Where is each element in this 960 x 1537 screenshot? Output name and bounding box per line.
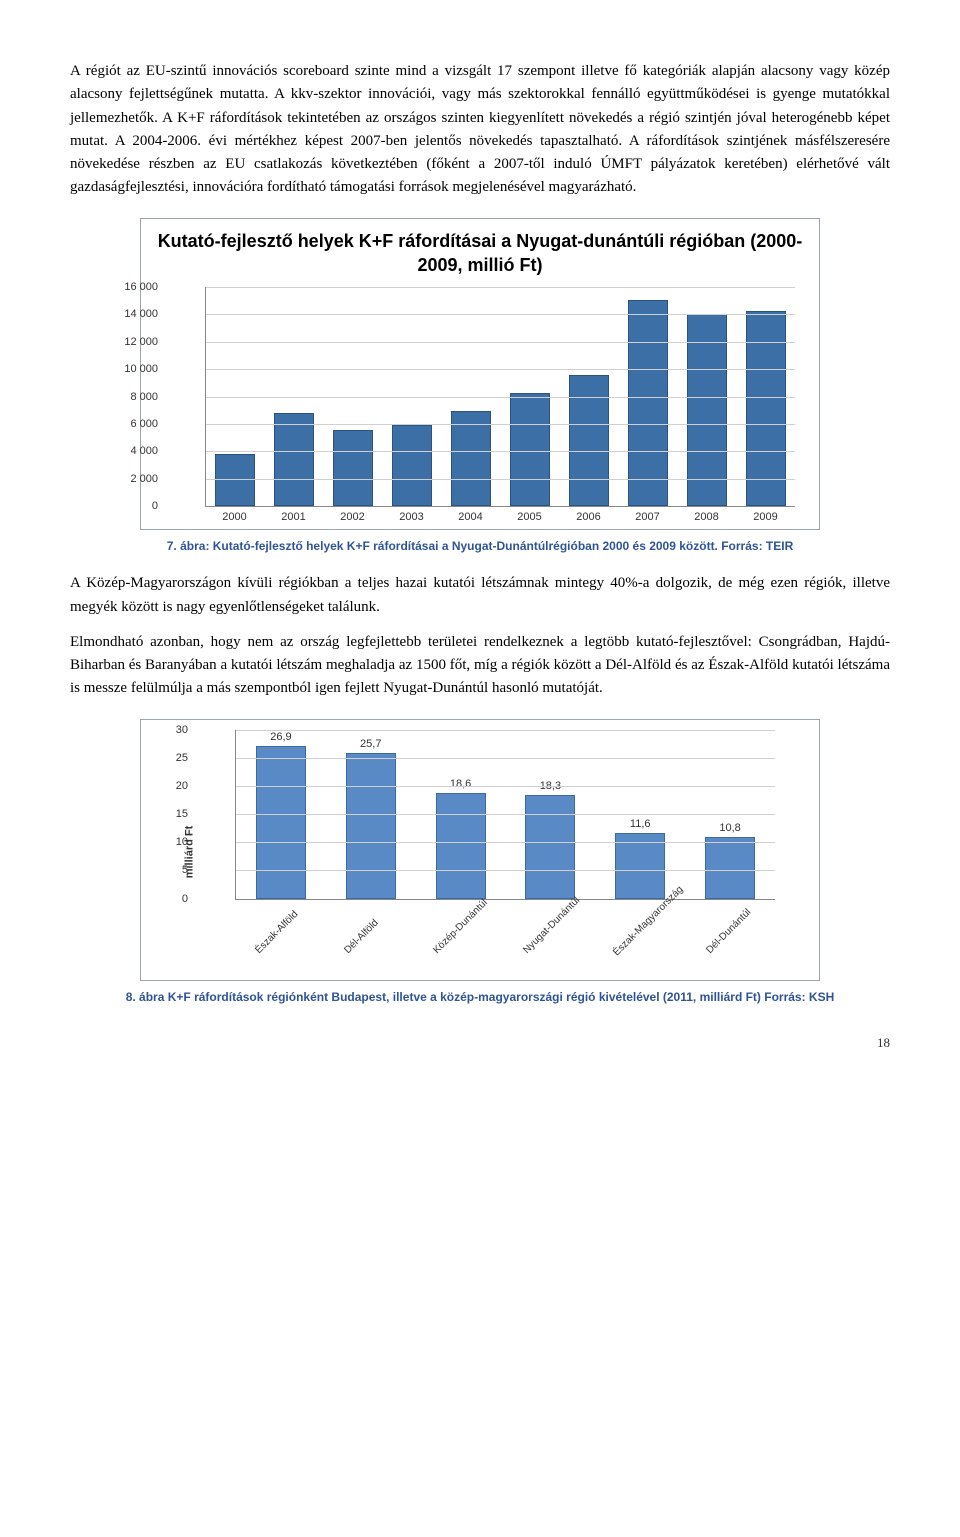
- chart-1-plot: 02 0004 0006 0008 00010 00012 00014 0001…: [205, 287, 795, 507]
- chart-1-bar: [569, 375, 609, 506]
- chart-1-bar: [510, 393, 550, 506]
- chart-2-y-tick: 0: [182, 893, 188, 905]
- page-number: 18: [70, 1035, 890, 1051]
- chart-2-bar-value: 11,6: [630, 818, 651, 830]
- chart-1-x-tick: 2006: [559, 511, 618, 523]
- chart-1-x-tick: 2000: [205, 511, 264, 523]
- chart-1-bar: [274, 413, 314, 507]
- chart-2-y-tick: 30: [176, 724, 188, 736]
- chart-2-y-tick: 25: [176, 752, 188, 764]
- chart-1-bar: [628, 300, 668, 506]
- chart-2-bar: [346, 753, 396, 899]
- chart-1-x-tick: 2004: [441, 511, 500, 523]
- chart-1-x-tick: 2009: [736, 511, 795, 523]
- chart-1-bar: [746, 311, 786, 506]
- chart-2-y-tick: 15: [176, 808, 188, 820]
- chart-2-x-tick: Nyugat-Dunántúl: [521, 885, 634, 998]
- chart-1-bar: [333, 430, 373, 506]
- chart-1-bar: [451, 411, 491, 506]
- chart-1-y-tick: 0: [152, 500, 158, 512]
- chart-1-y-tick: 8 000: [130, 391, 158, 403]
- chart-1-y-tick: 14 000: [124, 308, 158, 320]
- chart-2-y-tick: 5: [182, 864, 188, 876]
- chart-1-y-tick: 10 000: [124, 363, 158, 375]
- chart-2-bar-value: 10,8: [719, 822, 740, 834]
- chart-1-x-tick: 2001: [264, 511, 323, 523]
- chart-1-bar: [392, 425, 432, 506]
- chart-2-plot: 051015202530 26,925,718,618,311,610,8: [235, 730, 775, 900]
- chart-1-x-labels: 2000200120022003200420052006200720082009: [205, 511, 795, 523]
- chart-2-x-tick: Dél-Dunántúl: [704, 885, 817, 998]
- chart-2-bar: [256, 746, 306, 898]
- paragraph-1: A régiót az EU-szintű innovációs scorebo…: [70, 60, 890, 200]
- chart-2-x-labels: Észak-AlföldDél-AlföldKözép-DunántúlNyug…: [235, 904, 775, 974]
- chart-1-x-tick: 2008: [677, 511, 736, 523]
- chart-2-bar: [436, 793, 486, 898]
- chart-2-frame: milliárd Ft 051015202530 26,925,718,618,…: [140, 719, 820, 981]
- chart-1-x-tick: 2005: [500, 511, 559, 523]
- chart-1-y-tick: 6 000: [130, 418, 158, 430]
- chart-2-y-tick: 10: [176, 836, 188, 848]
- chart-1-frame: Kutató-fejlesztő helyek K+F ráfordításai…: [140, 218, 820, 531]
- chart-1-y-tick: 4 000: [130, 445, 158, 457]
- paragraph-3: Elmondható azonban, hogy nem az ország l…: [70, 631, 890, 701]
- chart-1-y-tick: 2 000: [130, 473, 158, 485]
- chart-2-bar-value: 26,9: [270, 731, 291, 743]
- chart-1-x-tick: 2007: [618, 511, 677, 523]
- paragraph-2: A Közép-Magyarországon kívüli régiókban …: [70, 572, 890, 619]
- chart-1-y-tick: 12 000: [124, 336, 158, 348]
- chart-1-bar: [215, 454, 255, 506]
- chart-2-bar-value: 25,7: [360, 738, 381, 750]
- chart-2-bar: [705, 837, 755, 898]
- chart-2-bar: [525, 795, 575, 899]
- chart-1-x-tick: 2003: [382, 511, 441, 523]
- chart-1-title: Kutató-fejlesztő helyek K+F ráfordításai…: [155, 229, 805, 278]
- chart-1-caption: 7. ábra: Kutató-fejlesztő helyek K+F ráf…: [110, 538, 850, 554]
- chart-1-x-tick: 2002: [323, 511, 382, 523]
- chart-2-bar-value: 18,6: [450, 778, 471, 790]
- chart-2-y-tick: 20: [176, 780, 188, 792]
- chart-1-y-tick: 16 000: [124, 281, 158, 293]
